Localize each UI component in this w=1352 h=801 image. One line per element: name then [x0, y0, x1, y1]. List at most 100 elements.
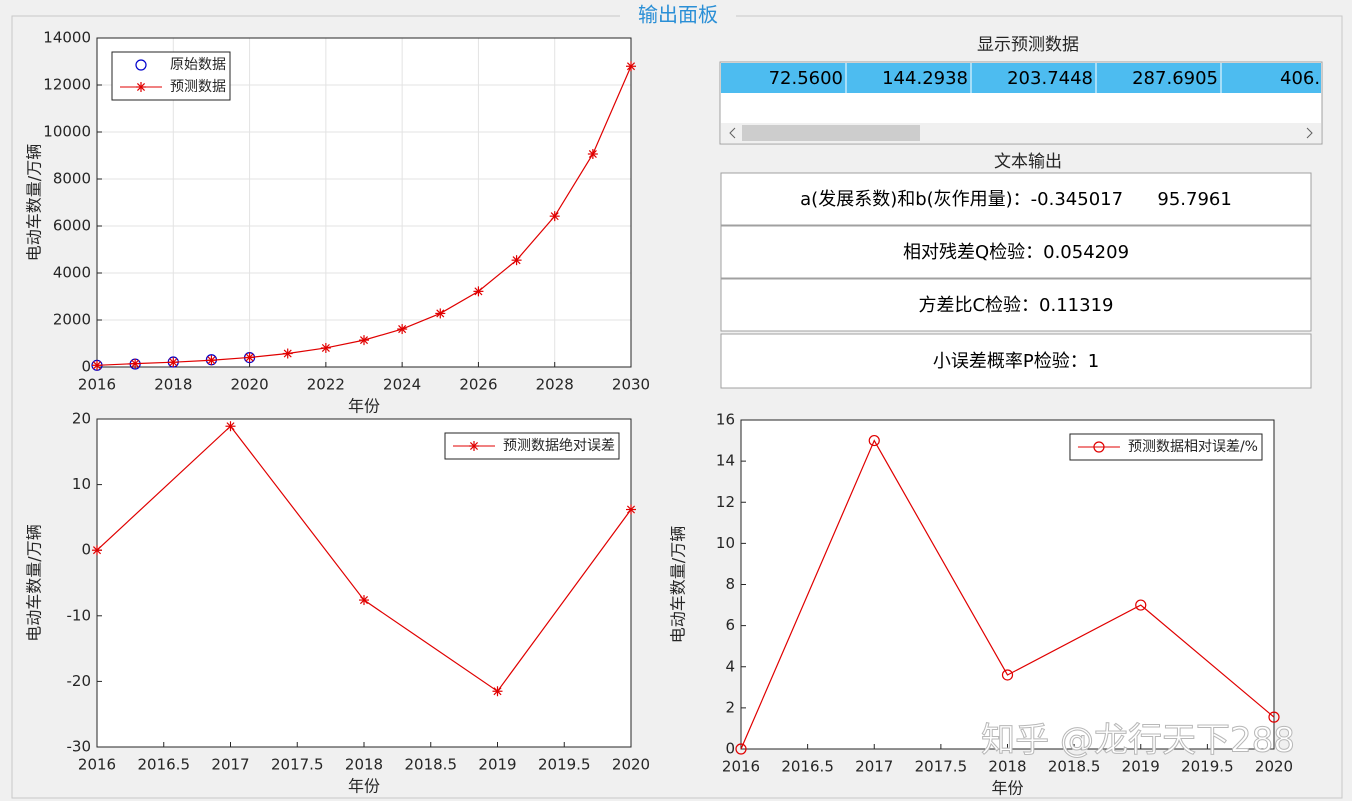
scroll-thumb[interactable] — [742, 125, 920, 141]
marker — [735, 743, 747, 755]
marker-stroke — [436, 309, 445, 318]
y-tick-label: 6 — [725, 616, 735, 634]
y-tick-label: 0 — [81, 541, 91, 559]
x-tick-label: 2016.5 — [781, 758, 834, 776]
x-axis-label: 年份 — [348, 397, 380, 416]
y-axis-label: 电动车数量/万辆 — [25, 144, 44, 261]
marker-stroke — [550, 212, 559, 221]
marker-stroke — [283, 349, 292, 358]
chart: 2016 2016.5 2017 2017.5 2018 2018.5 2019 2019.5… — [25, 410, 651, 796]
y-axis-label: 电动车数量/万辆 — [669, 526, 688, 643]
marker — [136, 82, 146, 92]
plot-area — [741, 420, 1274, 749]
table-cell: 406.22 — [1280, 68, 1343, 89]
y-tick-label: 4 — [725, 657, 735, 675]
x-tick-label: 2017.5 — [271, 756, 324, 774]
y-axis-label: 电动车数量/万辆 — [25, 524, 44, 641]
plot-area — [97, 419, 631, 747]
scroll-left[interactable] — [729, 127, 736, 139]
x-tick-label: 2022 — [307, 376, 345, 394]
table-cell: 72.5600 — [769, 68, 843, 89]
marker — [492, 686, 503, 697]
panel-title-bg — [620, 4, 736, 28]
y-tick-label: 2 — [725, 698, 735, 716]
panel-title: 输出面板 — [638, 3, 718, 27]
text-box — [720, 172, 1312, 226]
x-tick-label: 2018 — [345, 756, 383, 774]
y-tick-label: 10 — [72, 475, 91, 493]
marker — [1135, 599, 1147, 611]
y-tick-label: 10000 — [43, 123, 91, 141]
marker — [206, 355, 217, 366]
x-tick-label: 2026 — [459, 376, 497, 394]
marker — [282, 348, 293, 359]
y-tick-label: -20 — [67, 672, 92, 690]
marker-stroke — [512, 256, 521, 265]
x-tick-label: 2016 — [78, 376, 116, 394]
marker — [397, 324, 408, 335]
marker-stroke — [226, 422, 235, 431]
marker — [168, 357, 179, 368]
marker — [244, 352, 255, 363]
text-line: a(发展系数)和b(灰作用量)：-0.345017 95.7961 — [800, 189, 1232, 210]
marker-stroke — [626, 62, 636, 71]
y-tick-label: 0 — [81, 358, 91, 376]
x-tick-label: 2017 — [211, 756, 249, 774]
x-tick-label: 2018.5 — [1048, 758, 1101, 776]
axes-box — [740, 419, 1275, 750]
marker-stroke — [92, 546, 102, 555]
text-output: a(发展系数)和b(灰作用量)：-0.345017 95.7961 相对残差Q检验… — [720, 172, 1312, 389]
y-tick-label: 14000 — [43, 29, 91, 47]
x-tick-label: 2028 — [536, 376, 574, 394]
marker — [1001, 669, 1014, 681]
y-tick-label: 4000 — [53, 264, 91, 282]
y-tick-label: -30 — [67, 738, 92, 756]
x-tick-label: 2020 — [230, 376, 268, 394]
marker-stroke — [321, 343, 330, 352]
marker-stroke — [359, 596, 369, 605]
x-axis-label: 年份 — [348, 777, 380, 796]
marker-stroke — [588, 149, 597, 159]
marker-stroke — [207, 356, 216, 365]
table-title: 显示预测数据 — [977, 35, 1079, 55]
marker — [626, 61, 636, 72]
y-tick-label: 12000 — [43, 76, 91, 94]
x-tick-label: 2018 — [988, 758, 1026, 776]
chart: 2016 2018 2020 2022 2024 2026 2028 2030 0 2000 400… — [25, 29, 651, 416]
legend-label: 预测数据绝对误差 — [503, 438, 615, 454]
x-tick-label: 2020 — [1255, 758, 1293, 776]
chart: 2016 2016.5 2017 2017.5 2018 2018.5 2019 2019.5… — [669, 411, 1294, 798]
marker-stroke — [493, 687, 502, 696]
scroll-right[interactable] — [1306, 127, 1313, 139]
y-tick-label: 10 — [716, 534, 735, 552]
legend-label: 预测数据 — [170, 79, 226, 95]
marker — [626, 504, 636, 515]
y-tick-label: 8 — [725, 575, 735, 593]
marker-stroke — [626, 505, 636, 514]
x-tick-label: 2030 — [612, 376, 650, 394]
marker — [130, 358, 141, 369]
text-box — [720, 333, 1312, 389]
text-line: 小误差概率P检验：1 — [933, 351, 1099, 372]
marker-stroke — [398, 325, 407, 334]
legend-label: 原始数据 — [170, 57, 226, 73]
text-line: 方差比C检验：0.11319 — [918, 295, 1113, 316]
marker — [92, 545, 102, 556]
x-tick-label: 2018.5 — [405, 756, 458, 774]
y-tick-label: 6000 — [53, 217, 91, 235]
table-cell: 144.2938 — [882, 68, 968, 89]
legend: 预测数据绝对误差 — [444, 432, 620, 460]
text-box — [720, 225, 1312, 279]
axes-box — [96, 418, 632, 748]
y-tick-label: 14 — [716, 452, 735, 470]
text-line: 相对残差Q检验：0.054209 — [903, 242, 1129, 263]
marker — [359, 335, 369, 346]
x-tick-label: 2019 — [1122, 758, 1160, 776]
marker — [359, 595, 369, 606]
table-cell: 287.6905 — [1132, 68, 1218, 89]
text-output-title: 文本输出 — [994, 152, 1062, 172]
marker-stroke — [245, 353, 254, 362]
marker — [225, 421, 236, 432]
